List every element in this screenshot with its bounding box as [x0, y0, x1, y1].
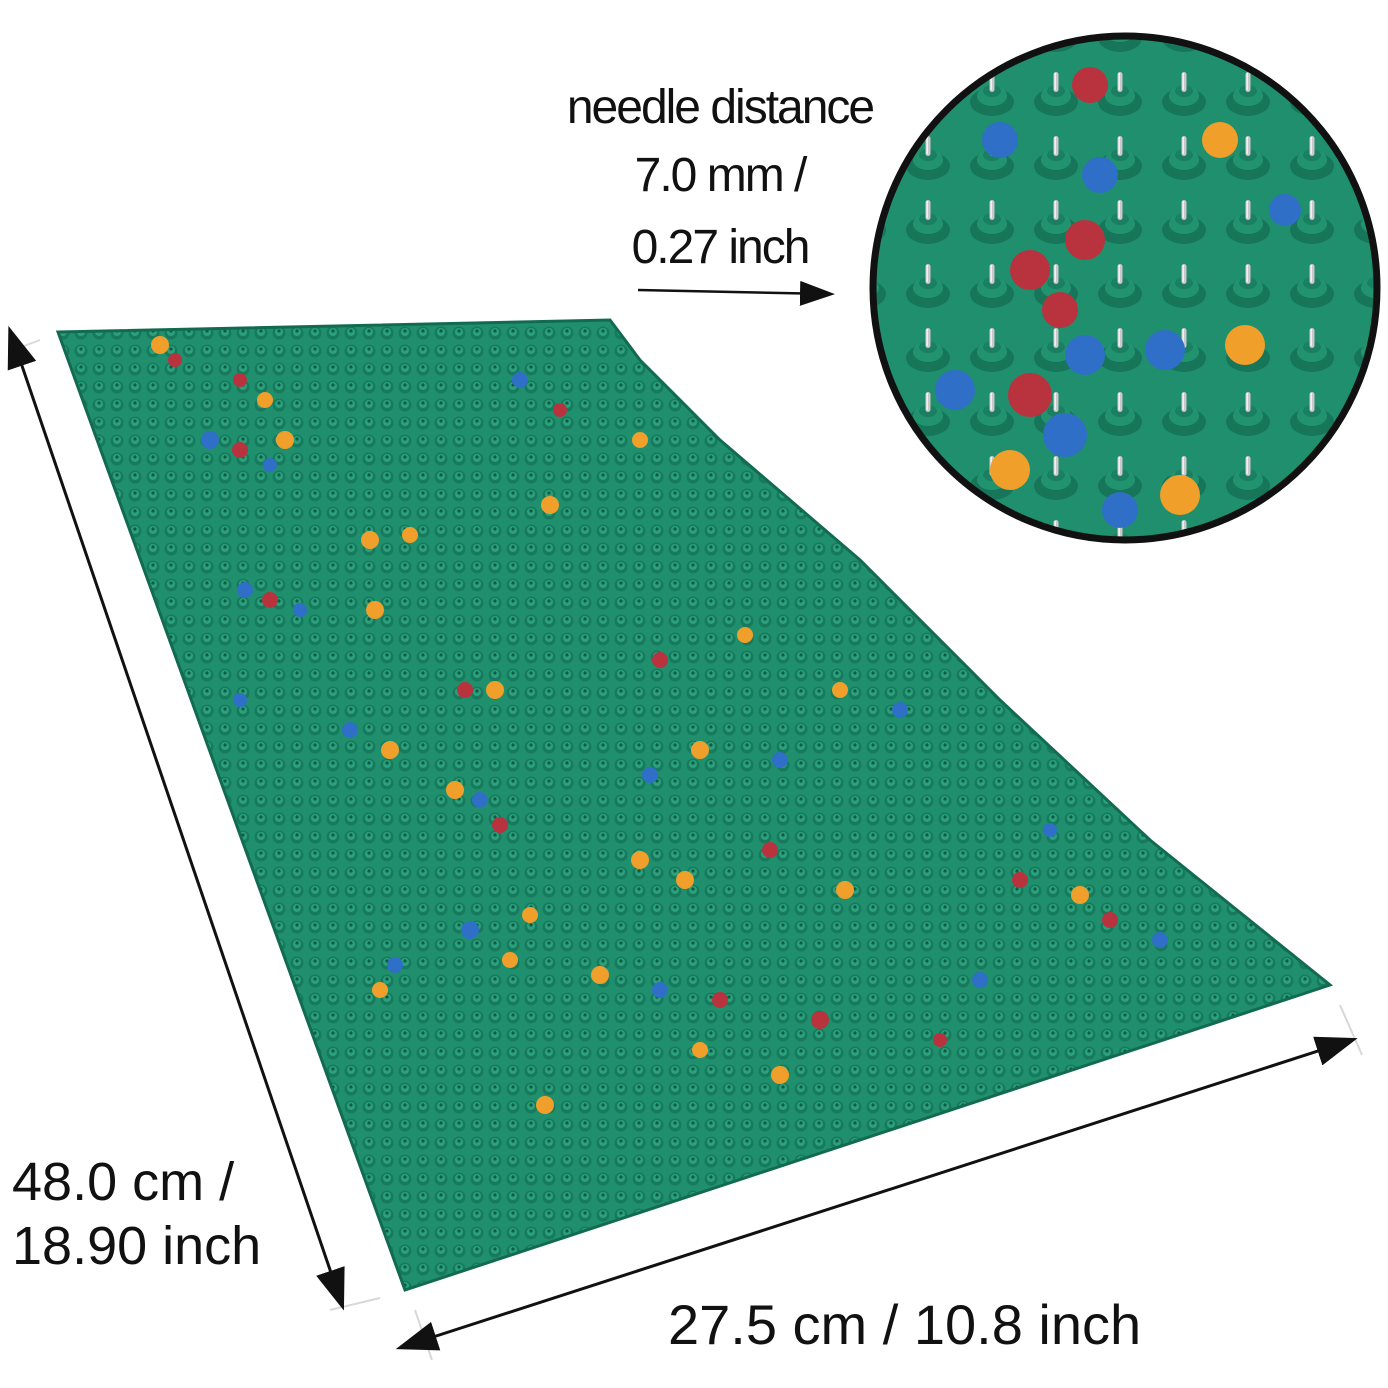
width-arrow — [395, 1036, 1358, 1351]
needle-distance-mm: 7.0 mm / — [634, 149, 808, 202]
zoom-circle-border — [869, 32, 1381, 544]
height-dimension — [7, 325, 381, 1311]
height-label: 48.0 cm / 18.90 inch — [12, 1150, 261, 1278]
needle-distance-inch: 0.27 inch — [631, 221, 811, 274]
height-inch: 18.90 inch — [12, 1216, 262, 1276]
needle-distance-arrow — [637, 280, 835, 306]
width-label: 27.5 cm / 10.8 inch — [668, 1293, 1142, 1356]
height-arrow — [7, 325, 345, 1311]
needle-zoom-detail — [869, 32, 1381, 544]
needle-distance-title: needle distance — [566, 81, 875, 134]
width-dimension — [395, 1004, 1363, 1361]
height-cm: 48.0 cm / — [12, 1152, 235, 1212]
needle-distance-label: needle distance 7.0 mm / 0.27 inch — [500, 80, 940, 290]
